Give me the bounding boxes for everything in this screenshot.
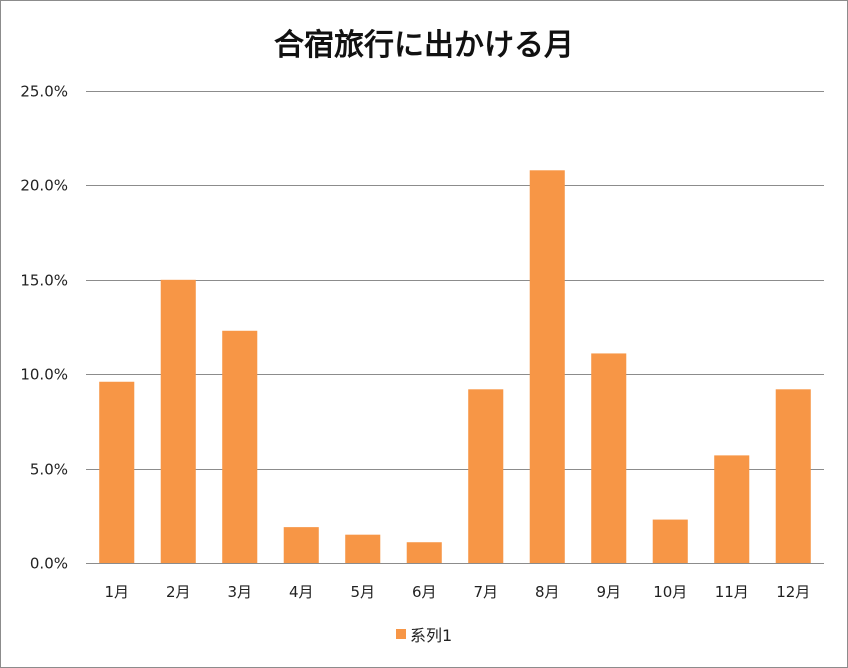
bar [99, 381, 135, 563]
x-tick-label: 12月 [776, 583, 810, 601]
x-tick-label: 1月 [104, 583, 129, 601]
bars [99, 170, 811, 563]
bar [222, 330, 258, 563]
y-tick-label: 25.0% [20, 83, 68, 101]
bar [529, 170, 565, 563]
legend: 系列1 [396, 626, 452, 645]
x-tick-label: 10月 [653, 583, 687, 601]
y-tick-label: 20.0% [20, 177, 68, 195]
x-tick-label: 8月 [535, 583, 560, 601]
bar [345, 534, 381, 563]
y-tick-label: 5.0% [30, 461, 68, 479]
legend-label: 系列1 [410, 626, 452, 645]
bar [652, 519, 688, 563]
y-tick-label: 0.0% [30, 555, 68, 573]
x-tick-label: 11月 [715, 583, 749, 601]
bar [468, 389, 504, 563]
x-axis-ticks: 1月 2月 3月 4月 5月 6月 7月 8月 9月 10月 11月 12月 [104, 583, 810, 601]
bar [714, 455, 750, 563]
x-tick-label: 6月 [412, 583, 437, 601]
x-tick-label: 7月 [473, 583, 498, 601]
x-tick-label: 5月 [350, 583, 375, 601]
x-tick-label: 9月 [596, 583, 621, 601]
chart-title: 合宿旅行に出かける月 [274, 28, 574, 63]
x-tick-label: 4月 [289, 583, 314, 601]
bar [775, 389, 811, 563]
x-tick-label: 2月 [166, 583, 191, 601]
legend-swatch [396, 629, 406, 639]
y-tick-label: 15.0% [20, 272, 68, 290]
gridlines [86, 91, 824, 564]
y-axis-ticks: 0.0% 5.0% 10.0% 15.0% 20.0% 25.0% [20, 83, 68, 573]
y-tick-label: 10.0% [20, 366, 68, 384]
bar [406, 542, 442, 563]
x-tick-label: 3月 [227, 583, 252, 601]
bar [160, 279, 196, 563]
bar [283, 527, 319, 563]
bar [591, 353, 627, 563]
